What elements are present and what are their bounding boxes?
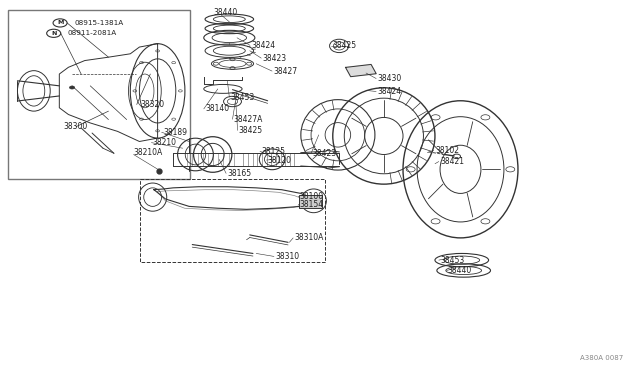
Text: 38102: 38102 [435, 146, 459, 155]
Text: 38424: 38424 [252, 41, 276, 50]
Text: 38453: 38453 [230, 93, 255, 102]
Text: 38423: 38423 [312, 149, 337, 158]
Polygon shape [346, 64, 376, 77]
Text: 38453: 38453 [440, 256, 464, 264]
Text: 38310A: 38310A [294, 233, 324, 243]
Text: 38427A: 38427A [234, 115, 263, 124]
Text: 38421: 38421 [440, 157, 464, 166]
Text: 38210: 38210 [153, 138, 177, 147]
Text: 38210A: 38210A [134, 148, 163, 157]
Text: 38189: 38189 [164, 128, 188, 137]
Text: 38165: 38165 [227, 169, 252, 178]
Text: 38430: 38430 [378, 74, 402, 83]
Text: 38120: 38120 [268, 155, 292, 164]
Text: 38320: 38320 [140, 100, 164, 109]
Text: 38425: 38425 [333, 41, 357, 50]
Text: 08911-2081A: 08911-2081A [68, 30, 117, 36]
Text: 38440: 38440 [448, 266, 472, 275]
FancyBboxPatch shape [299, 195, 322, 208]
Text: 38427: 38427 [273, 67, 298, 76]
Text: 38100: 38100 [300, 192, 324, 201]
Text: 38425: 38425 [239, 126, 263, 135]
Text: 38125: 38125 [261, 147, 285, 155]
Text: N: N [51, 31, 56, 36]
Text: 38154: 38154 [300, 200, 324, 209]
Text: M: M [57, 20, 63, 25]
Text: 38300: 38300 [63, 122, 88, 131]
FancyBboxPatch shape [8, 10, 190, 179]
Text: 38423: 38423 [262, 54, 287, 62]
Text: 38424: 38424 [378, 87, 402, 96]
Text: 08915-1381A: 08915-1381A [74, 20, 124, 26]
Text: 38140: 38140 [205, 105, 229, 113]
Text: A380A 0087: A380A 0087 [580, 355, 623, 361]
Circle shape [70, 86, 75, 89]
Text: 38310: 38310 [275, 252, 300, 261]
Text: 38440: 38440 [213, 8, 237, 17]
